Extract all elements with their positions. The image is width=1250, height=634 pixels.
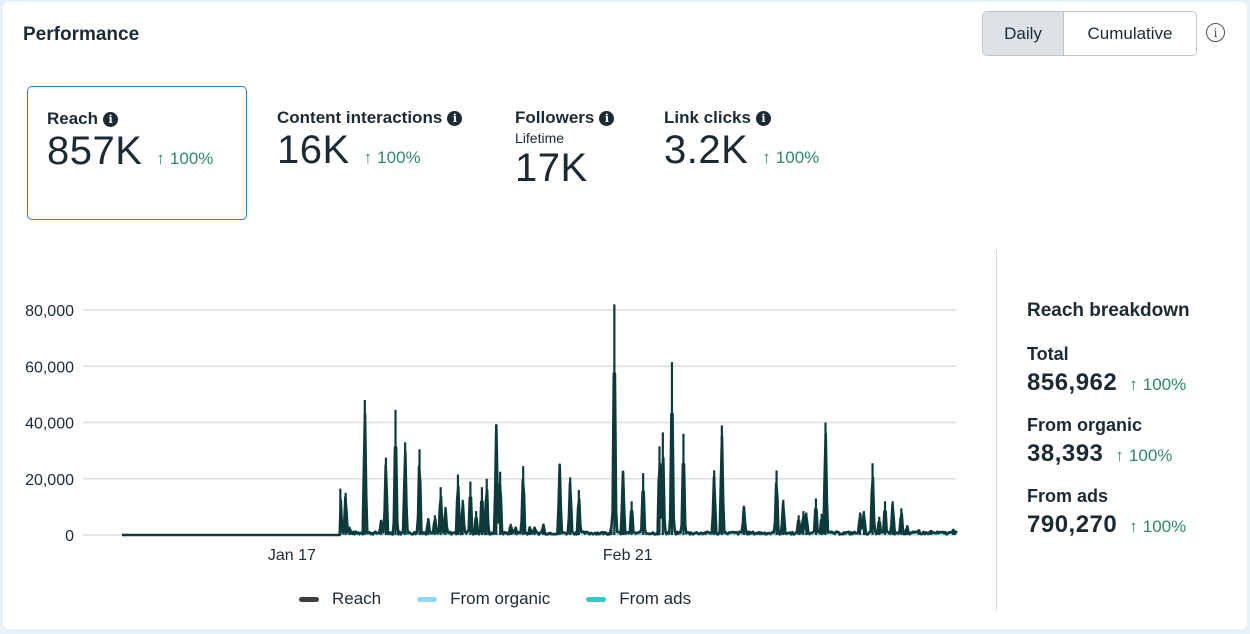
- metric-value: 16K: [277, 128, 350, 172]
- metric-label: Reach i: [47, 109, 227, 129]
- arrow-up-icon: ↑: [762, 148, 771, 167]
- delta-text: 100%: [169, 149, 214, 168]
- breakdown-delta: ↑ 100%: [1115, 446, 1172, 466]
- arrow-up-icon: ↑: [363, 148, 373, 167]
- breakdown-value: 38,393: [1027, 440, 1104, 467]
- info-solid-icon[interactable]: i: [755, 110, 771, 126]
- arrow-up-icon: ↑: [1129, 517, 1138, 536]
- performance-panel: Performance Daily Cumulative i Reach i 8…: [3, 2, 1247, 629]
- metric-card-content-interactions[interactable]: Content interactions i 16K ↑ 100%: [258, 86, 488, 220]
- panel-divider: [996, 250, 997, 612]
- metric-label-text: Content interactions: [277, 108, 443, 127]
- metric-delta: ↑ 100%: [762, 148, 819, 168]
- breakdown-title: Reach breakdown: [1027, 300, 1190, 321]
- toggle-cumulative[interactable]: Cumulative: [1064, 12, 1196, 55]
- info-solid-icon[interactable]: i: [599, 110, 615, 126]
- breakdown-item-ads: From ads 790,270 ↑ 100%: [1027, 486, 1242, 539]
- legend-swatch-organic: [417, 596, 438, 602]
- legend-item-ads[interactable]: From ads: [586, 589, 691, 609]
- reach-chart: 0 20,000 40,000 60,000 80,000 Jan 17 Feb 21: [3, 242, 993, 629]
- view-toggle: Daily Cumulative: [982, 11, 1197, 56]
- page-title: Performance: [23, 24, 140, 45]
- chart-series: [121, 304, 958, 537]
- delta-text: 100%: [1142, 375, 1187, 394]
- chart-legend: Reach From organic From ads: [299, 589, 691, 609]
- metric-label: Link clicks i: [664, 108, 826, 128]
- x-tick-label: Feb 21: [603, 547, 653, 564]
- arrow-up-icon: ↑: [156, 149, 165, 168]
- legend-label: From organic: [450, 589, 551, 608]
- delta-text: 100%: [775, 148, 820, 167]
- x-tick-label: Jan 17: [268, 547, 316, 564]
- info-solid-icon[interactable]: i: [447, 110, 463, 126]
- metric-label: Content interactions i: [277, 108, 469, 128]
- metric-card-reach[interactable]: Reach i 857K ↑ 100%: [27, 86, 247, 220]
- delta-text: 100%: [377, 148, 421, 167]
- legend-label: Reach: [332, 589, 382, 608]
- legend-item-organic[interactable]: From organic: [417, 589, 550, 609]
- y-tick-label: 80,000: [25, 303, 74, 320]
- breakdown-label: From ads: [1027, 486, 1109, 506]
- reach-chart-svg: 0 20,000 40,000 60,000 80,000 Jan 17 Feb 21: [25, 303, 958, 564]
- y-tick-label: 40,000: [25, 416, 74, 433]
- metric-value: 17K: [515, 146, 588, 190]
- y-tick-label: 0: [65, 528, 74, 545]
- series-ads-line: [122, 378, 958, 536]
- breakdown-label: From organic: [1027, 415, 1143, 435]
- info-solid-icon[interactable]: i: [103, 111, 119, 127]
- metric-label-text: Link clicks: [664, 108, 751, 127]
- metric-label-text: Reach: [47, 109, 99, 128]
- toggle-daily[interactable]: Daily: [983, 12, 1064, 55]
- metric-value: 857K: [47, 129, 143, 173]
- breakdown-delta: ↑ 100%: [1129, 375, 1186, 395]
- breakdown-item-total: Total 856,962 ↑ 100%: [1027, 344, 1242, 397]
- metric-delta: ↑ 100%: [364, 148, 421, 168]
- y-axis-ticks: 0 20,000 40,000 60,000 80,000: [25, 303, 74, 545]
- metric-delta: ↑ 100%: [156, 149, 213, 169]
- y-tick-label: 20,000: [25, 472, 74, 489]
- y-tick-label: 60,000: [25, 359, 74, 376]
- legend-swatch-reach: [299, 596, 319, 602]
- metric-card-followers[interactable]: Followers i Lifetime 17K: [496, 86, 636, 220]
- breakdown-delta: ↑ 100%: [1129, 517, 1186, 537]
- breakdown-value: 856,962: [1027, 369, 1118, 396]
- breakdown-value: 790,270: [1027, 511, 1118, 538]
- x-axis-ticks: Jan 17 Feb 21: [268, 547, 653, 564]
- series-reach-line: [121, 372, 958, 537]
- metric-sublabel: Lifetime: [515, 130, 565, 146]
- arrow-up-icon: ↑: [1129, 375, 1138, 394]
- breakdown-label: Total: [1027, 344, 1069, 364]
- metric-label-text: Followers: [515, 108, 595, 127]
- arrow-up-icon: ↑: [1115, 446, 1124, 465]
- delta-text: 100%: [1142, 517, 1187, 536]
- info-outline-icon[interactable]: i: [1206, 23, 1225, 42]
- legend-label: From ads: [619, 589, 692, 608]
- metric-label: Followers i: [515, 108, 617, 128]
- breakdown-item-organic: From organic 38,393 ↑ 100%: [1027, 415, 1242, 468]
- metric-value: 3.2K: [664, 128, 749, 172]
- reach-breakdown: Reach breakdown Total 856,962 ↑ 100% From…: [1027, 300, 1242, 557]
- metric-card-link-clicks[interactable]: Link clicks i 3.2K ↑ 100%: [645, 86, 845, 220]
- delta-text: 100%: [1128, 446, 1173, 465]
- legend-item-reach[interactable]: Reach: [299, 589, 381, 609]
- legend-swatch-ads: [586, 596, 607, 602]
